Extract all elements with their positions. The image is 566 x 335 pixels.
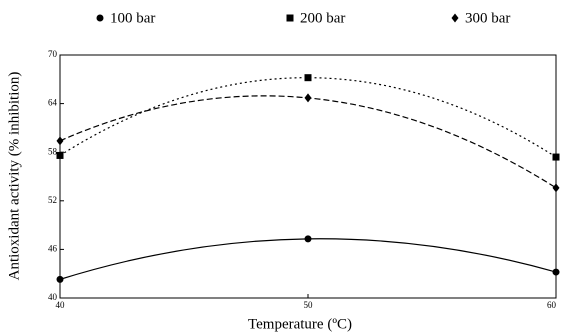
- legend-label: 300 bar: [465, 10, 510, 26]
- x-tick-label: 40: [56, 300, 66, 310]
- legend-marker: [286, 14, 294, 22]
- fit-curve: [59, 238, 557, 280]
- y-tick-label: 40: [48, 292, 58, 302]
- y-axis-label: Antioxidant activity (% inhibition): [6, 72, 22, 281]
- point: [304, 74, 312, 82]
- point: [552, 268, 560, 276]
- x-axis-label: Temperature (ºC): [248, 316, 352, 332]
- point: [56, 275, 64, 283]
- fit-curve: [59, 95, 557, 189]
- y-tick-label: 46: [48, 243, 58, 253]
- y-tick-label: 64: [48, 98, 58, 108]
- point: [552, 153, 560, 161]
- plot-frame: [59, 54, 557, 299]
- legend-marker: [96, 14, 104, 22]
- legend-label: 100 bar: [110, 10, 155, 26]
- y-tick-label: 58: [48, 146, 58, 156]
- point: [304, 235, 312, 243]
- point: [304, 93, 312, 103]
- legend-label: 200 bar: [300, 10, 345, 26]
- x-tick-label: 60: [547, 300, 557, 310]
- point: [56, 151, 64, 159]
- point: [552, 183, 560, 193]
- legend-marker: [451, 13, 459, 23]
- y-tick-label: 70: [48, 49, 58, 59]
- x-tick-label: 50: [304, 300, 314, 310]
- fit-curve: [59, 77, 557, 158]
- point: [56, 136, 64, 146]
- y-tick-label: 52: [48, 195, 57, 205]
